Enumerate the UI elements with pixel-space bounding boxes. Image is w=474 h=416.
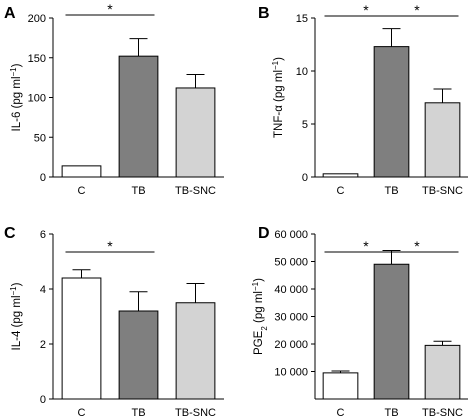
significance-star: * (414, 238, 420, 254)
y-axis-label: IL-4 (pg ml−1) (9, 282, 24, 350)
category-label: C (78, 185, 86, 197)
significance-star: * (363, 238, 369, 254)
panel-d: D PGE2 (pg ml−1) 10 000 20 000 30 000 40 000 5… (251, 225, 468, 416)
bar-tb (118, 55, 159, 178)
panel-a: A IL-6 (pg ml−1) 0 50 100 150 200 C TB TB-SNC * (4, 1, 224, 197)
significance-star: * (414, 2, 420, 18)
category-label: C (78, 407, 86, 416)
bar-tb (373, 46, 410, 178)
category-label: TB (131, 185, 145, 197)
y-tick-label: 30 000 (274, 312, 308, 324)
y-tick-label: 20 000 (274, 339, 308, 351)
significance-star: * (107, 1, 113, 17)
y-tick-label: 2 (40, 339, 46, 351)
panel-b: B TNF-α (pg ml−1) 0 5 10 15 C TB TB-SNC * * (258, 2, 468, 197)
bar-c (322, 173, 359, 178)
bar-c (322, 372, 359, 400)
bar-c (61, 277, 102, 400)
y-axis-label: TNF-α (pg ml−1) (271, 57, 286, 138)
y-tick-label: 15 (296, 13, 308, 25)
bar-tb (118, 310, 159, 400)
significance-star: * (363, 2, 369, 18)
category-label: TB-SNC (422, 185, 463, 197)
y-tick-label: 40 000 (274, 284, 308, 296)
y-tick-label: 4 (40, 284, 46, 296)
y-tick-label: 200 (28, 13, 46, 25)
panel-letter: C (4, 225, 16, 242)
y-tick-label: 150 (28, 53, 46, 65)
y-tick-label: 60 000 (274, 229, 308, 241)
bar-tb-snc (424, 344, 461, 400)
y-tick-label: 5 (302, 119, 308, 131)
y-tick-label: 100 (28, 93, 46, 105)
category-label: TB-SNC (175, 185, 216, 197)
y-tick-label: 0 (40, 172, 46, 184)
y-tick-label: 10 (296, 66, 308, 78)
y-axis-label: PGE2 (pg ml−1) (251, 278, 269, 355)
bar-tb-snc (175, 87, 216, 178)
significance-star: * (107, 238, 113, 254)
y-tick-label: 10 000 (274, 367, 308, 379)
y-tick-label: 50 (34, 132, 46, 144)
panel-letter: D (258, 225, 270, 242)
category-label: TB (384, 407, 398, 416)
bar-tb-snc (175, 302, 216, 400)
y-tick-label: 0 (40, 394, 46, 406)
panel-letter: B (258, 5, 270, 22)
category-label: TB (131, 407, 145, 416)
y-tick-label: 0 (302, 172, 308, 184)
y-axis-label: IL-6 (pg ml−1) (9, 63, 24, 131)
bar-tb-snc (424, 102, 461, 178)
panel-letter: A (4, 5, 16, 22)
category-label: TB-SNC (422, 407, 463, 416)
category-label: TB-SNC (175, 407, 216, 416)
y-tick-label: 50 000 (274, 257, 308, 269)
bar-tb (373, 263, 410, 400)
category-label: C (337, 407, 345, 416)
category-label: TB (384, 185, 398, 197)
y-tick-label: 6 (40, 229, 46, 241)
category-label: C (337, 185, 345, 197)
bar-c (61, 165, 102, 178)
panel-c: C IL-4 (pg ml−1) 0 2 4 6 C TB TB-SNC * (4, 225, 224, 416)
